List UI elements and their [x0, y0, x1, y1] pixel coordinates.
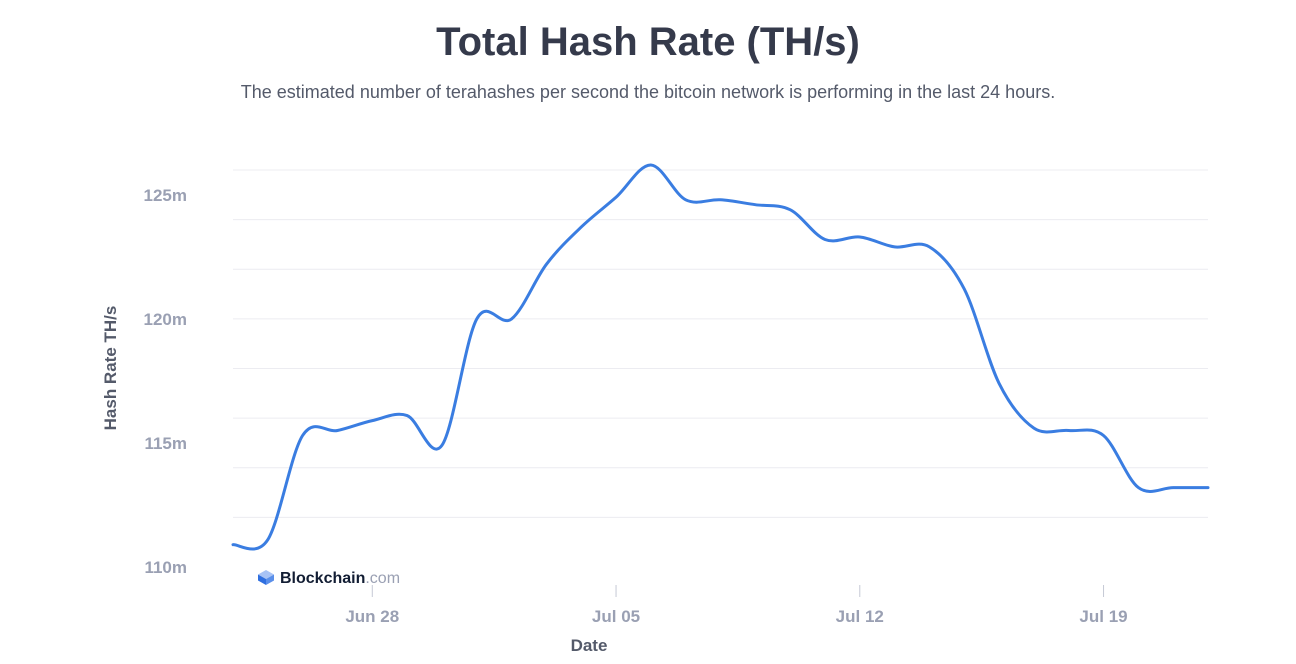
y-tick-label: 125m — [144, 186, 187, 205]
grid-lines — [233, 169, 1208, 518]
series-line[interactable] — [231, 163, 1210, 551]
x-tick-label: Jul 19 — [1079, 607, 1127, 626]
x-tick-label: Jul 05 — [592, 607, 640, 626]
x-tick-label: Jun 28 — [345, 607, 399, 626]
x-axis-title: Date — [571, 636, 608, 655]
y-axis-ticks: 110m 115m 120m 125m — [144, 186, 187, 577]
y-tick-label: 120m — [144, 310, 187, 329]
blockchain-logo-text: Blockchain.com — [280, 570, 400, 587]
series-layer — [231, 163, 1210, 551]
chart-title: Total Hash Rate (TH/s) — [436, 20, 860, 64]
y-tick-label: 110m — [144, 558, 187, 577]
chart-subtitle: The estimated number of terahashes per s… — [240, 82, 1056, 102]
x-tick-label: Jul 12 — [836, 607, 884, 626]
blockchain-logo-icon — [258, 570, 274, 585]
blockchain-logo[interactable]: Blockchain.com — [258, 570, 400, 587]
x-axis-ticks: Jun 28 Jul 05 Jul 12 Jul 19 — [345, 585, 1128, 626]
y-axis-title: Hash Rate TH/s — [101, 306, 120, 431]
y-tick-label: 115m — [144, 434, 187, 453]
